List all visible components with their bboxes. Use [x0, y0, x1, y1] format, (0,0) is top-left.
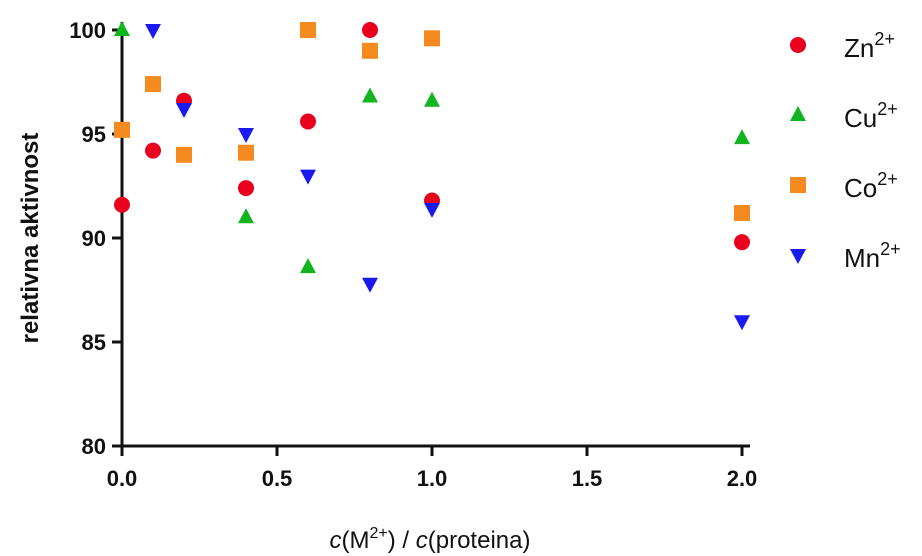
data-point-zn — [238, 180, 254, 197]
data-point-co — [734, 205, 750, 222]
data-point-mn — [734, 315, 750, 331]
axes: 80 85 90 95 100 0.0 0.5 1.0 1.5 2.0 — [69, 18, 757, 491]
data-point-zn — [145, 142, 161, 159]
data-point-co — [424, 30, 440, 47]
legend-label-zn: Zn2+ — [844, 29, 895, 63]
data-point-mn — [238, 128, 254, 143]
legend-entry-co: Co2+ — [790, 169, 898, 203]
data-point-mn — [362, 277, 378, 293]
data-point-co — [300, 22, 316, 38]
data-point-mn — [300, 169, 316, 185]
x-tick-label: 0.0 — [107, 466, 138, 491]
data-point-mn — [176, 103, 192, 119]
x-axis-title-open: (M — [342, 527, 370, 554]
legend-entry-zn: Zn2+ — [790, 29, 895, 63]
legend: Zn2+ Cu2+ Co2+ Mn2+ — [790, 29, 901, 273]
data-point-cu — [114, 21, 130, 36]
x-axis-title-post: (proteina) — [428, 527, 531, 554]
legend-label-co: Co2+ — [844, 169, 898, 203]
data-points — [114, 21, 750, 331]
x-axis-title-sup: 2+ — [370, 525, 388, 542]
data-point-cu — [362, 87, 378, 103]
data-point-cu — [424, 91, 440, 107]
data-point-zn — [114, 196, 130, 213]
x-axis-title-c2: c — [416, 527, 428, 554]
series-cu — [114, 21, 750, 274]
data-point-cu — [734, 129, 750, 145]
legend-marker-mn — [790, 249, 806, 264]
x-tick-label: 1.0 — [417, 466, 448, 491]
data-point-co — [176, 146, 192, 163]
y-axis-title: relativna aktivnost — [17, 133, 44, 344]
x-axis-title-c1: c — [330, 527, 342, 554]
legend-label-cu: Cu2+ — [844, 99, 898, 133]
data-point-cu — [238, 208, 254, 224]
legend-entry-cu: Cu2+ — [790, 99, 898, 133]
legend-entry-mn: Mn2+ — [790, 239, 901, 273]
legend-marker-zn — [790, 37, 806, 53]
x-axis-title-mid: ) / — [388, 527, 416, 554]
data-point-mn — [424, 202, 440, 218]
x-tick-label: 0.5 — [262, 466, 293, 491]
y-tick-label: 85 — [82, 330, 106, 355]
data-point-co — [238, 144, 254, 161]
data-point-cu — [300, 258, 316, 274]
data-point-co — [145, 76, 161, 93]
data-point-zn — [300, 113, 316, 130]
series-co — [114, 22, 750, 222]
y-tick-label: 95 — [82, 122, 106, 147]
data-point-zn — [734, 234, 750, 251]
x-tick-label: 2.0 — [727, 466, 758, 491]
data-point-co — [114, 121, 130, 138]
data-point-zn — [362, 22, 378, 38]
legend-label-mn: Mn2+ — [844, 239, 901, 273]
legend-marker-cu — [790, 106, 806, 121]
y-tick-label: 90 — [82, 226, 106, 251]
data-point-mn — [145, 24, 161, 39]
x-tick-label: 1.5 — [572, 466, 603, 491]
series-mn — [145, 24, 750, 331]
legend-marker-co — [790, 177, 806, 193]
y-tick-label: 80 — [82, 434, 106, 459]
data-point-co — [362, 42, 378, 59]
x-axis-title: c(M2+) / c(proteina) — [330, 525, 531, 554]
y-tick-label: 100 — [69, 18, 106, 43]
